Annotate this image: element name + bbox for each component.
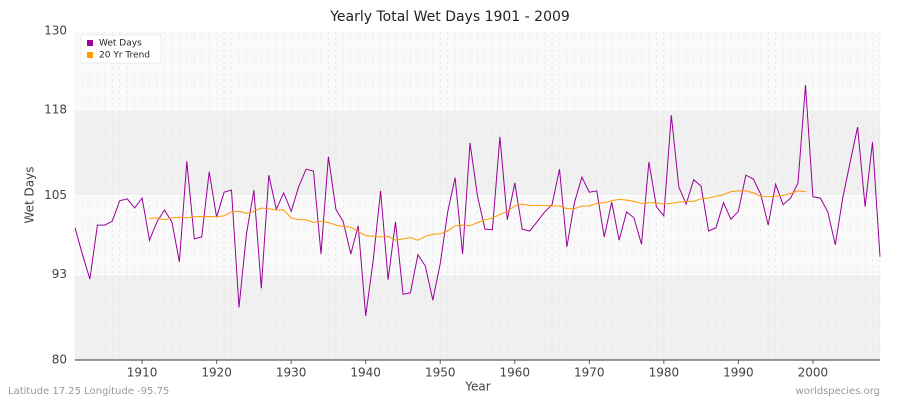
legend-label: 20 Yr Trend bbox=[99, 51, 150, 61]
x-tick-label: 1950 bbox=[425, 366, 456, 380]
x-tick-label: 1930 bbox=[276, 366, 307, 380]
series-line bbox=[149, 190, 806, 241]
x-axis-label: Year bbox=[464, 380, 490, 394]
series-line bbox=[74, 84, 881, 316]
x-tick-label: 1940 bbox=[350, 366, 381, 380]
x-tick-label: 1920 bbox=[201, 366, 232, 380]
chart-title: Yearly Total Wet Days 1901 - 2009 bbox=[329, 9, 570, 25]
y-tick-label: 130 bbox=[44, 24, 67, 38]
y-tick-label: 118 bbox=[44, 102, 67, 116]
x-tick-label: 1970 bbox=[574, 366, 605, 380]
x-tick-label: 1960 bbox=[499, 366, 530, 380]
x-tick-label: 1980 bbox=[649, 366, 680, 380]
y-tick-label: 80 bbox=[52, 353, 67, 367]
x-tick-label: 2000 bbox=[798, 366, 829, 380]
grid-band bbox=[75, 274, 880, 360]
y-axis-label: Wet Days bbox=[23, 166, 37, 223]
x-tick-label: 1990 bbox=[723, 366, 754, 380]
footer-right: worldspecies.org bbox=[796, 386, 880, 397]
legend-box bbox=[80, 34, 162, 64]
x-tick-label: 1910 bbox=[127, 366, 158, 380]
y-tick-label: 93 bbox=[52, 267, 67, 281]
legend-swatch bbox=[87, 40, 93, 46]
y-tick-label: 105 bbox=[44, 188, 67, 202]
legend-label: Wet Days bbox=[99, 39, 142, 49]
legend-swatch bbox=[87, 52, 93, 58]
footer-left: Latitude 17.25 Longitude -95.75 bbox=[8, 386, 169, 397]
